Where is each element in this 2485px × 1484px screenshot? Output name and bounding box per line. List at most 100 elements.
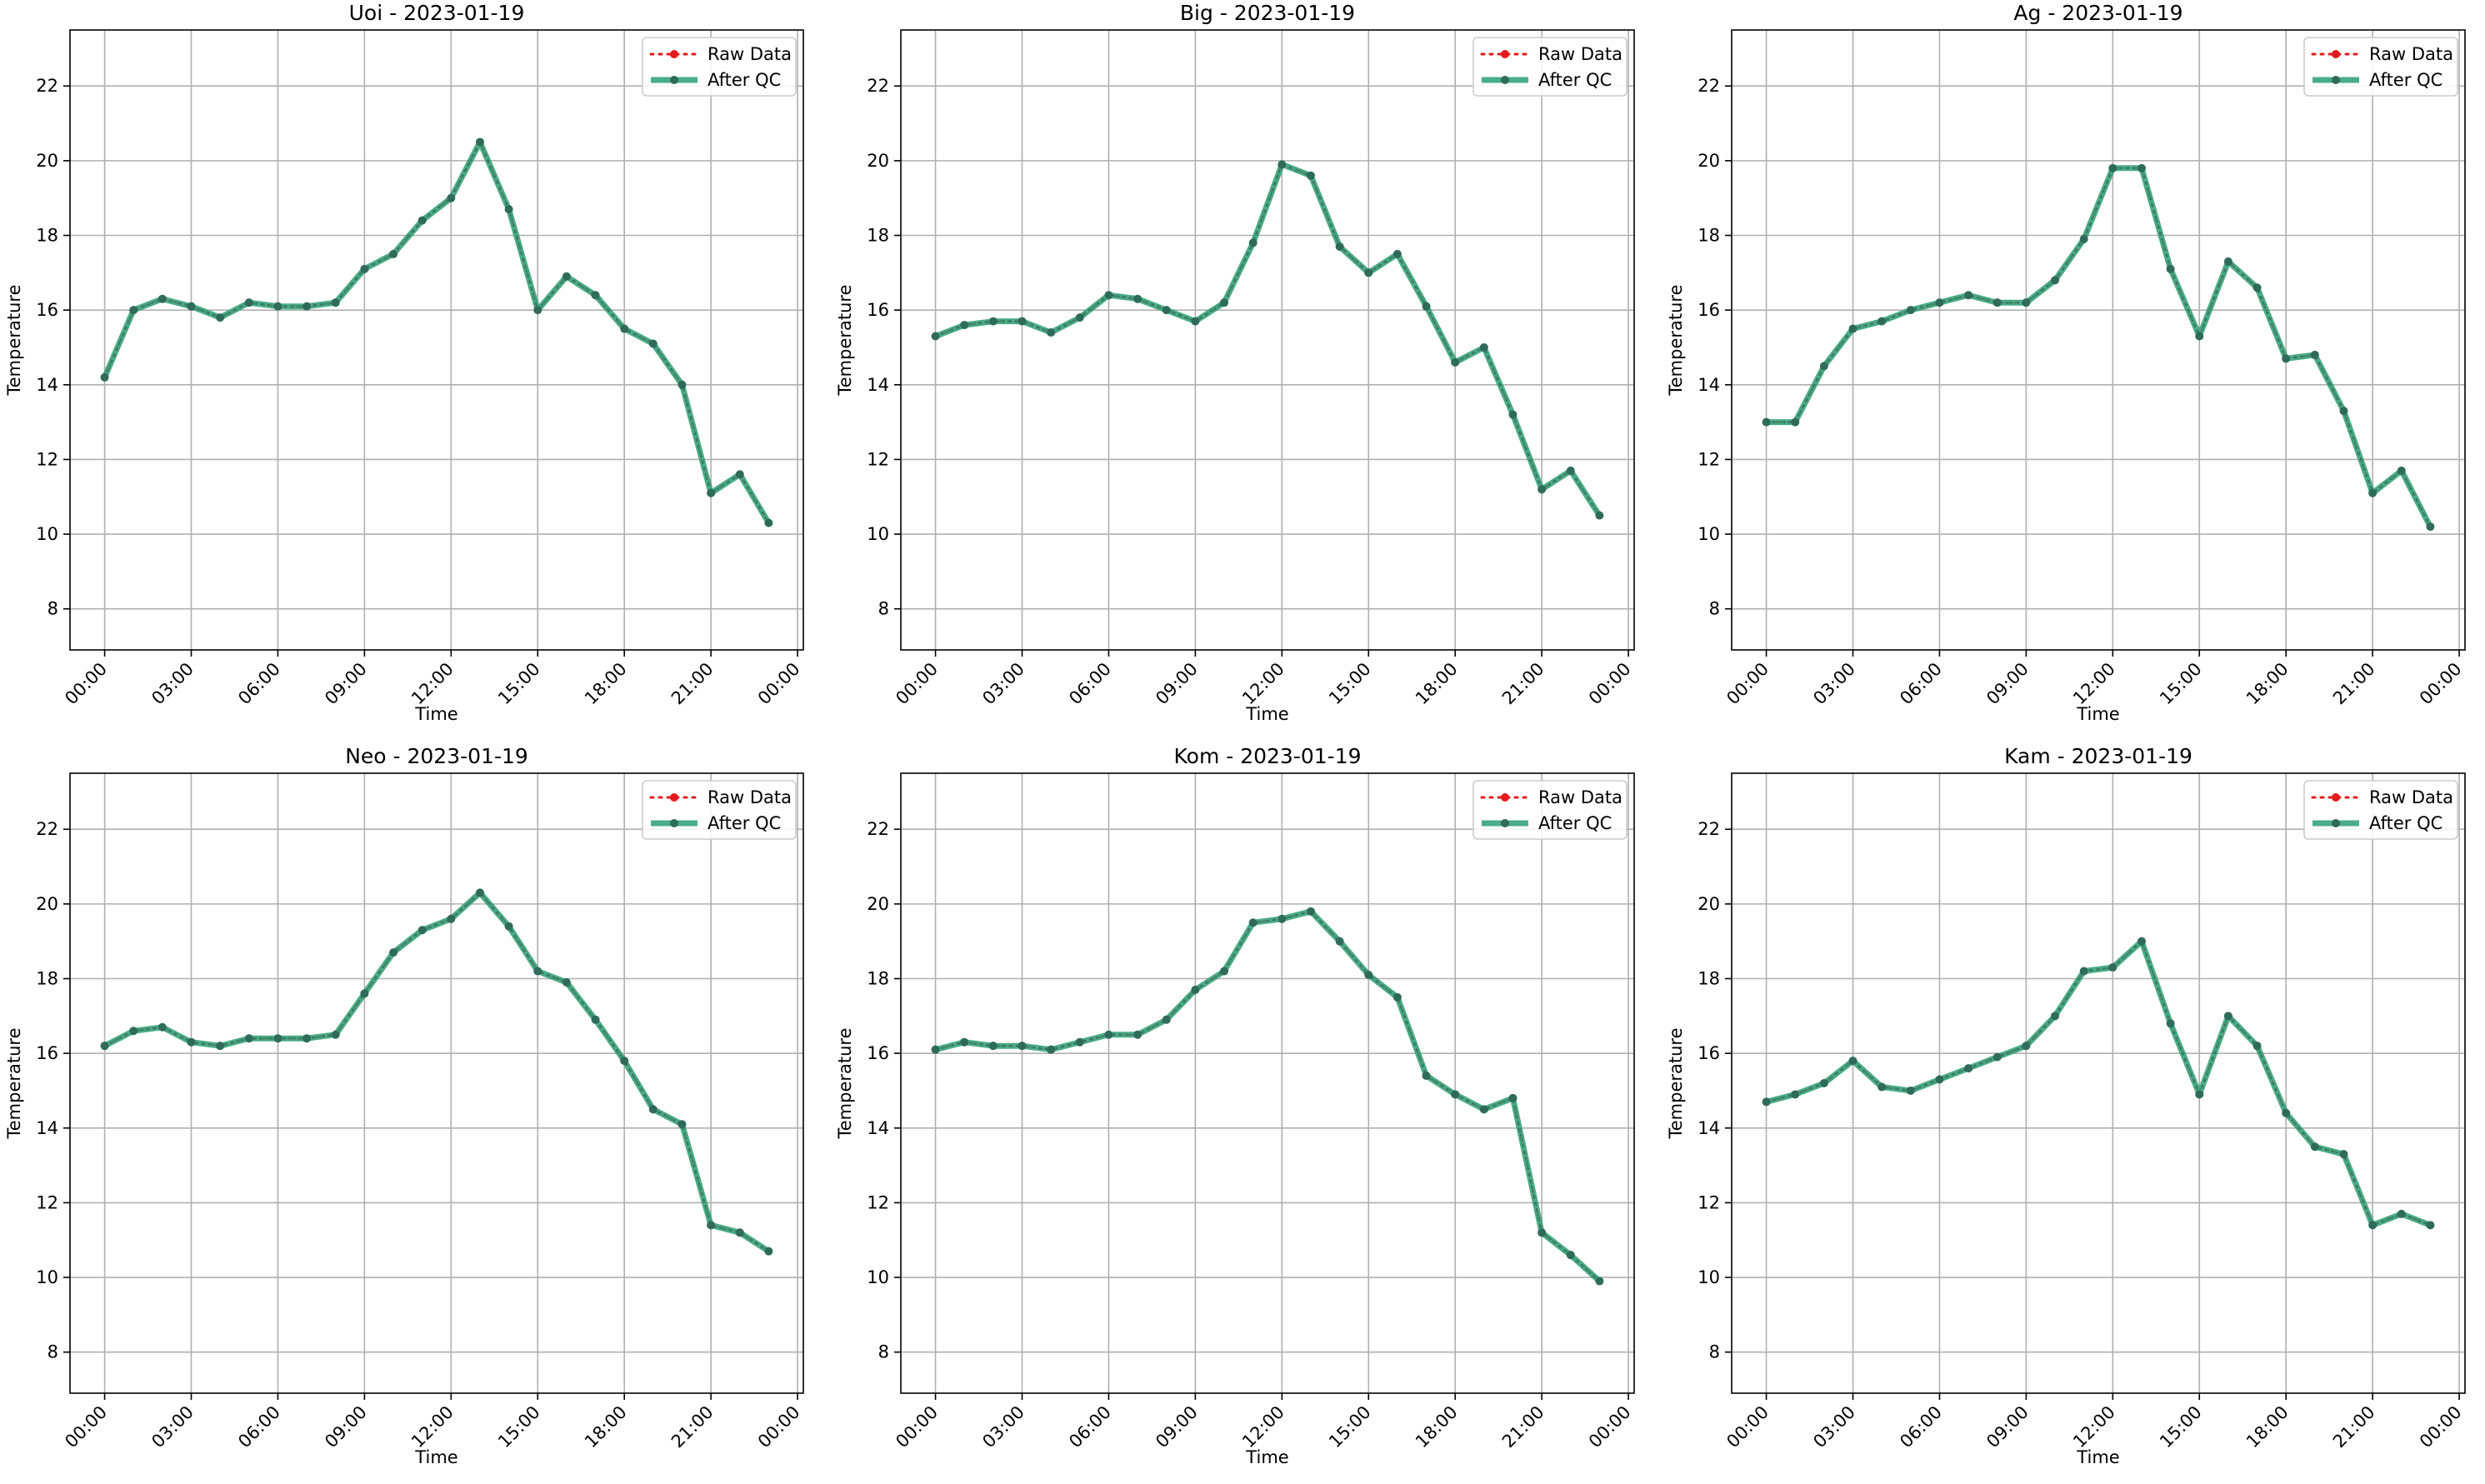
data-point-after-qc [504, 205, 513, 214]
data-point-after-qc [2137, 937, 2146, 946]
x-tick-label: 06:00 [1065, 1402, 1115, 1452]
data-point-after-qc [1762, 417, 1771, 427]
x-tick-label: 06:00 [234, 1402, 284, 1452]
data-point-after-qc [1508, 1093, 1518, 1102]
data-point-after-qc [2252, 283, 2262, 292]
y-axis-label: Temperature [1666, 1027, 1686, 1139]
y-tick-label: 10 [1698, 1267, 1720, 1287]
data-point-after-qc [1791, 417, 1800, 427]
data-point-after-qc [1964, 1064, 1973, 1073]
y-tick-label: 20 [867, 151, 889, 171]
legend-marker-after-qc [2332, 76, 2340, 84]
data-point-after-qc [988, 317, 998, 326]
data-point-after-qc [2426, 522, 2435, 532]
series-line-after-qc [934, 161, 1602, 517]
data-point-after-qc [475, 888, 484, 897]
data-point-after-qc [1538, 485, 1547, 494]
legend-marker-after-qc [670, 76, 678, 84]
y-tick-label: 10 [36, 1267, 58, 1287]
series-line-after-qc [1765, 938, 2432, 1228]
data-point-after-qc [960, 1037, 969, 1047]
data-point-after-qc [1878, 1082, 1887, 1092]
x-tick-label: 12:00 [1238, 1402, 1288, 1452]
data-point-after-qc [620, 1057, 629, 1066]
chart-panel: 00:00 03:00 06:00 09:00 12:00 15:00 18:00 21:00… [4, 744, 804, 1467]
y-tick-label: 16 [1698, 1043, 1720, 1063]
series-line-after-qc-overlay [1766, 939, 2431, 1227]
data-point-after-qc [1191, 317, 1200, 326]
data-point-after-qc [158, 294, 167, 303]
axes-frame [900, 772, 1635, 1394]
data-point-after-qc [1935, 298, 1944, 307]
legend-label-raw-data: Raw Data [2369, 44, 2453, 64]
chart-panel: 00:00 03:00 06:00 09:00 12:00 15:00 18:00 21:00… [1666, 1, 2466, 724]
x-tick-label: 21:00 [1498, 1402, 1548, 1452]
data-point-after-qc [562, 272, 571, 281]
series-line-after-qc [102, 889, 771, 1254]
data-point-after-qc [931, 332, 940, 341]
data-point-after-qc [187, 302, 196, 311]
x-tick-label: 00:00 [2416, 1402, 2466, 1452]
series-line-after-qc-overlay [935, 910, 1601, 1282]
data-point-after-qc [2051, 1012, 2060, 1021]
data-point-after-qc [988, 1042, 998, 1051]
y-tick-label: 10 [867, 524, 889, 544]
data-point-after-qc [2223, 1012, 2232, 1021]
y-tick-label: 18 [36, 969, 58, 989]
x-tick-label: 21:00 [1498, 659, 1548, 709]
x-axis-label: Time [414, 1447, 458, 1467]
y-tick-label: 14 [867, 1118, 889, 1138]
series-line-after-qc-overlay [103, 140, 770, 524]
x-tick-label: 21:00 [668, 659, 718, 709]
data-point-after-qc [1422, 1072, 1431, 1081]
chart-title: Big - 2023-01-19 [1180, 1, 1355, 25]
data-point-after-qc [1018, 1042, 1027, 1051]
legend-marker-raw-data [1501, 50, 1509, 58]
x-tick-label: 00:00 [754, 659, 804, 709]
data-point-after-qc [331, 298, 340, 307]
x-tick-label: 12:00 [2069, 1402, 2119, 1452]
series-line-after-qc [934, 908, 1602, 1284]
x-tick-label: 12:00 [408, 659, 458, 709]
data-point-after-qc [1133, 294, 1142, 303]
data-point-after-qc [1047, 1045, 1056, 1054]
data-point-after-qc [2368, 1221, 2378, 1230]
data-point-after-qc [475, 137, 484, 147]
chart-title: Uoi - 2023-01-19 [349, 1, 525, 25]
data-point-after-qc [2195, 332, 2204, 341]
data-point-after-qc [273, 302, 282, 311]
data-point-after-qc [1422, 302, 1431, 311]
x-tick-label: 00:00 [892, 1402, 942, 1452]
legend-label-raw-data: Raw Data [708, 787, 792, 807]
chart-panel: 00:00 03:00 06:00 09:00 12:00 15:00 18:00 21:00… [1666, 744, 2466, 1467]
y-tick-label: 16 [36, 300, 58, 320]
data-point-after-qc [931, 1045, 940, 1054]
data-point-after-qc [707, 488, 716, 497]
x-tick-label: 09:00 [1152, 659, 1202, 709]
x-tick-label: 18:00 [581, 1402, 631, 1452]
data-point-after-qc [129, 1027, 138, 1036]
x-tick-label: 18:00 [2242, 659, 2292, 709]
data-point-after-qc [158, 1022, 167, 1032]
chart-title: Ag - 2023-01-19 [2013, 1, 2182, 25]
data-point-after-qc [331, 1030, 340, 1039]
data-point-after-qc [1538, 1228, 1547, 1237]
data-point-after-qc [1335, 242, 1344, 251]
chart-panel: 00:00 03:00 06:00 09:00 12:00 15:00 18:00 21:00… [835, 744, 1635, 1467]
data-point-after-qc [1392, 249, 1402, 258]
x-tick-label: 18:00 [1412, 659, 1462, 709]
x-tick-label: 09:00 [321, 659, 371, 709]
data-point-after-qc [591, 291, 600, 300]
series-line-raw-data [103, 138, 770, 525]
y-tick-label: 12 [36, 449, 58, 469]
data-point-after-qc [418, 926, 427, 935]
data-point-after-qc [1819, 362, 1828, 371]
y-tick-label: 8 [1709, 599, 1720, 619]
x-axis-label: Time [2076, 1447, 2119, 1467]
legend: Raw Data After QC [642, 37, 797, 97]
x-tick-label: 15:00 [494, 1402, 544, 1452]
data-point-after-qc [1306, 907, 1315, 916]
y-axis-label: Temperature [4, 284, 24, 396]
y-tick-label: 22 [867, 819, 889, 839]
data-point-after-qc [1791, 1090, 1800, 1099]
